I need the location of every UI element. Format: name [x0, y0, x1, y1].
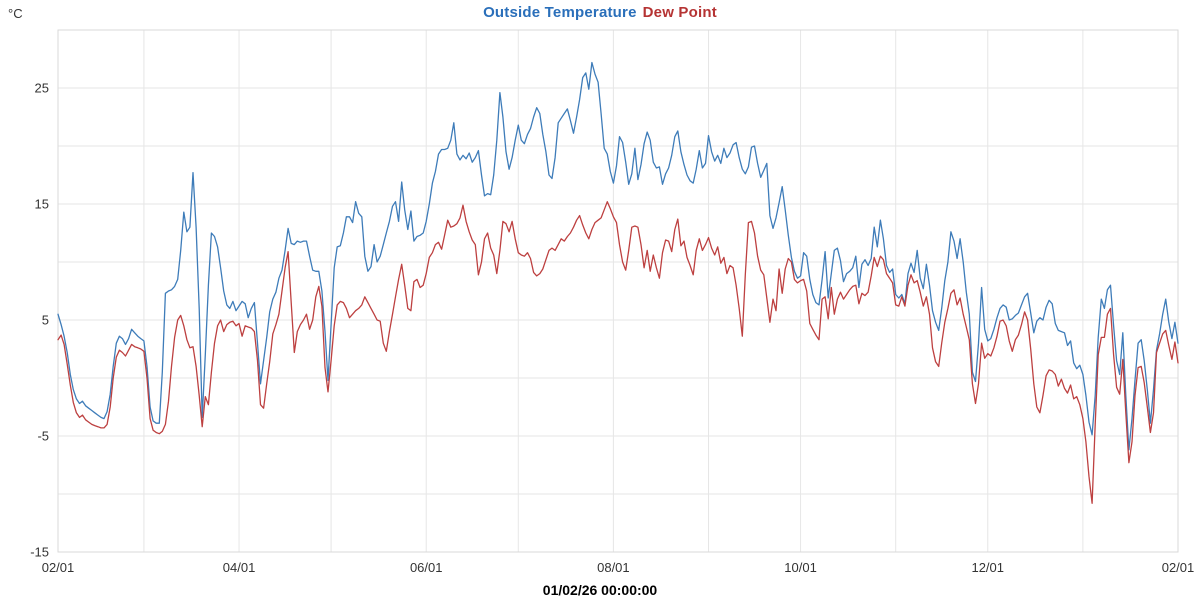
x-axis-tick-labels: 02/01 04/01 06/01 08/01 10/01 12/01 02/01: [42, 560, 1195, 575]
x-tick-label: 10/01: [784, 560, 817, 575]
dew-point-line: [57, 201, 1179, 504]
plot-border: [57, 29, 1179, 553]
chart-title-dew-point: Dew Point: [642, 4, 717, 21]
y-tick-label: -15: [30, 545, 49, 560]
y-axis-tick-labels: 25 15 5 -5 -15: [30, 81, 49, 560]
y-tick-label: 15: [35, 197, 49, 212]
y-tick-label: -5: [37, 429, 49, 444]
x-axis-timestamp-label: 01/02/26 00:00:00: [542, 582, 658, 598]
x-tick-label: 08/01: [597, 560, 630, 575]
gridlines: [58, 30, 1178, 552]
x-tick-label: 12/01: [971, 560, 1004, 575]
temperature-line: [57, 61, 1179, 451]
x-tick-label: 02/01: [42, 560, 75, 575]
chart-title: Outside Temperature Dew Point: [0, 4, 1200, 21]
x-tick-label: 06/01: [410, 560, 443, 575]
y-axis-unit-label: °C: [8, 6, 23, 21]
chart-title-outside-temperature: Outside Temperature: [483, 4, 637, 21]
x-tick-label: 04/01: [223, 560, 256, 575]
y-tick-label: 25: [35, 81, 49, 96]
x-tick-label: 02/01: [1162, 560, 1195, 575]
y-tick-label: 5: [42, 313, 49, 328]
